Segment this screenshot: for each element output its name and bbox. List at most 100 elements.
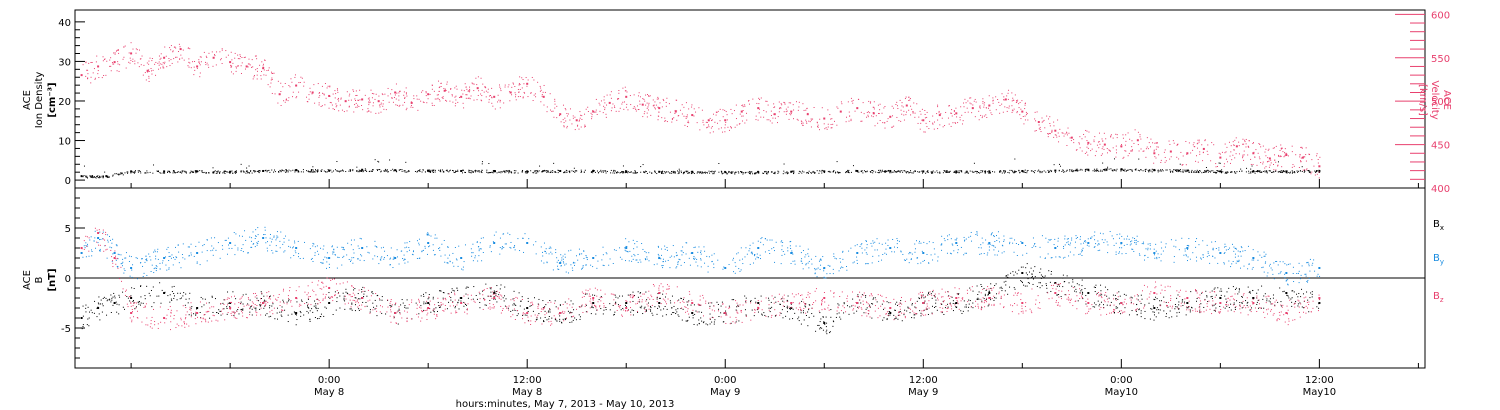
- bottom-scatter-dot: [320, 247, 322, 249]
- top-scatter-dot: [120, 172, 122, 174]
- top-scatter-dot: [498, 171, 500, 173]
- top-scatter-dot: [808, 170, 810, 172]
- top-scatter-dot: [1069, 169, 1071, 171]
- top-scatter-dot: [1215, 163, 1217, 165]
- bottom-scatter-dot: [122, 291, 124, 293]
- top-scatter-dot: [354, 104, 356, 106]
- bottom-scatter-dot: [962, 310, 964, 312]
- top-scatter-dot: [195, 171, 197, 173]
- top-scatter-dot: [1274, 159, 1276, 161]
- bottom-scatter-dot: [823, 321, 825, 323]
- top-data-point: [889, 115, 892, 118]
- top-scatter-dot: [905, 172, 907, 174]
- bottom-scatter-dot: [954, 303, 956, 305]
- top-scatter-dot: [1098, 147, 1100, 149]
- top-scatter-dot: [867, 116, 869, 118]
- top-scatter-dot: [274, 169, 276, 171]
- top-scatter-dot: [486, 171, 488, 173]
- bottom-scatter-dot: [983, 298, 985, 300]
- top-scatter-dot: [355, 90, 357, 92]
- bottom-scatter-dot: [559, 320, 561, 322]
- bottom-scatter-dot: [955, 307, 957, 309]
- top-scatter-dot: [280, 170, 282, 172]
- bottom-scatter-dot: [369, 311, 371, 313]
- bottom-scatter-dot: [1248, 292, 1250, 294]
- bottom-scatter-dot: [238, 313, 240, 315]
- bottom-scatter-dot: [150, 289, 152, 291]
- top-scatter-dot: [1278, 155, 1280, 157]
- top-scatter-dot: [1057, 132, 1059, 134]
- top-scatter-dot: [526, 85, 528, 87]
- top-scatter-dot: [937, 119, 939, 121]
- bottom-data-point: [691, 312, 694, 314]
- top-scatter-dot: [135, 48, 137, 50]
- top-scatter-dot: [286, 171, 288, 173]
- bottom-scatter-dot: [1206, 296, 1208, 298]
- top-scatter-dot: [728, 172, 730, 174]
- top-data-point: [674, 110, 677, 113]
- top-scatter-dot: [821, 172, 823, 174]
- top-scatter-dot: [1192, 144, 1194, 146]
- top-scatter-dot: [898, 170, 900, 172]
- top-scatter-dot: [742, 115, 744, 117]
- top-scatter-dot: [314, 102, 316, 104]
- top-data-point: [724, 171, 727, 174]
- top-scatter-dot: [735, 171, 737, 173]
- top-scatter-dot: [743, 172, 745, 174]
- top-data-point: [163, 56, 166, 59]
- top-scatter-dot: [706, 121, 708, 123]
- top-scatter-dot: [1216, 165, 1218, 167]
- top-scatter-dot: [387, 87, 389, 89]
- bottom-scatter-dot: [1196, 300, 1198, 302]
- bottom-scatter-dot: [981, 307, 983, 309]
- top-scatter-dot: [584, 113, 586, 115]
- bottom-scatter-dot: [487, 295, 489, 297]
- bottom-scatter-dot: [200, 296, 202, 298]
- top-scatter-dot: [491, 97, 493, 99]
- top-scatter-dot: [454, 170, 456, 172]
- top-scatter-dot: [925, 172, 927, 174]
- top-scatter-dot: [316, 170, 318, 172]
- top-scatter-dot: [984, 172, 986, 174]
- top-scatter-dot: [1008, 105, 1010, 107]
- top-scatter-dot: [1245, 143, 1247, 145]
- top-scatter-dot: [678, 115, 680, 117]
- top-scatter-dot: [368, 110, 370, 112]
- bottom-scatter-dot: [688, 300, 690, 302]
- top-scatter-dot: [332, 108, 334, 110]
- top-scatter-dot: [246, 167, 248, 169]
- bottom-scatter-dot: [832, 320, 834, 322]
- bottom-scatter-dot: [102, 297, 104, 299]
- bottom-scatter-dot: [876, 249, 878, 251]
- bottom-scatter-dot: [1056, 285, 1058, 287]
- bottom-scatter-dot: [548, 310, 550, 312]
- bottom-scatter-dot: [266, 313, 268, 315]
- bottom-scatter-dot: [282, 301, 284, 303]
- bottom-scatter-dot: [1310, 292, 1312, 294]
- top-scatter-dot: [1310, 173, 1312, 175]
- top-scatter-dot: [205, 172, 207, 174]
- bottom-scatter-dot: [768, 299, 770, 301]
- bottom-scatter-dot: [376, 295, 378, 297]
- top-scatter-dot: [564, 172, 566, 174]
- top-scatter-dot: [1101, 153, 1103, 155]
- bottom-scatter-dot: [357, 293, 359, 295]
- bottom-scatter-dot: [242, 294, 244, 296]
- bottom-scatter-dot: [443, 292, 445, 294]
- top-scatter-dot: [871, 170, 873, 172]
- top-scatter-dot: [622, 171, 624, 173]
- top-scatter-dot: [1013, 172, 1015, 174]
- bottom-scatter-dot: [146, 285, 148, 287]
- bottom-scatter-dot: [1140, 302, 1142, 304]
- bottom-data-point: [592, 257, 595, 259]
- top-scatter-dot: [909, 97, 911, 99]
- bottom-scatter-dot: [450, 299, 452, 301]
- bottom-scatter-dot: [781, 298, 783, 300]
- bottom-scatter-dot: [861, 294, 863, 296]
- top-scatter-dot: [748, 103, 750, 105]
- top-scatter-dot: [158, 171, 160, 173]
- top-scatter-dot: [625, 90, 627, 92]
- top-scatter-dot: [242, 170, 244, 172]
- top-scatter-dot: [380, 171, 382, 173]
- bottom-data-point: [691, 252, 694, 254]
